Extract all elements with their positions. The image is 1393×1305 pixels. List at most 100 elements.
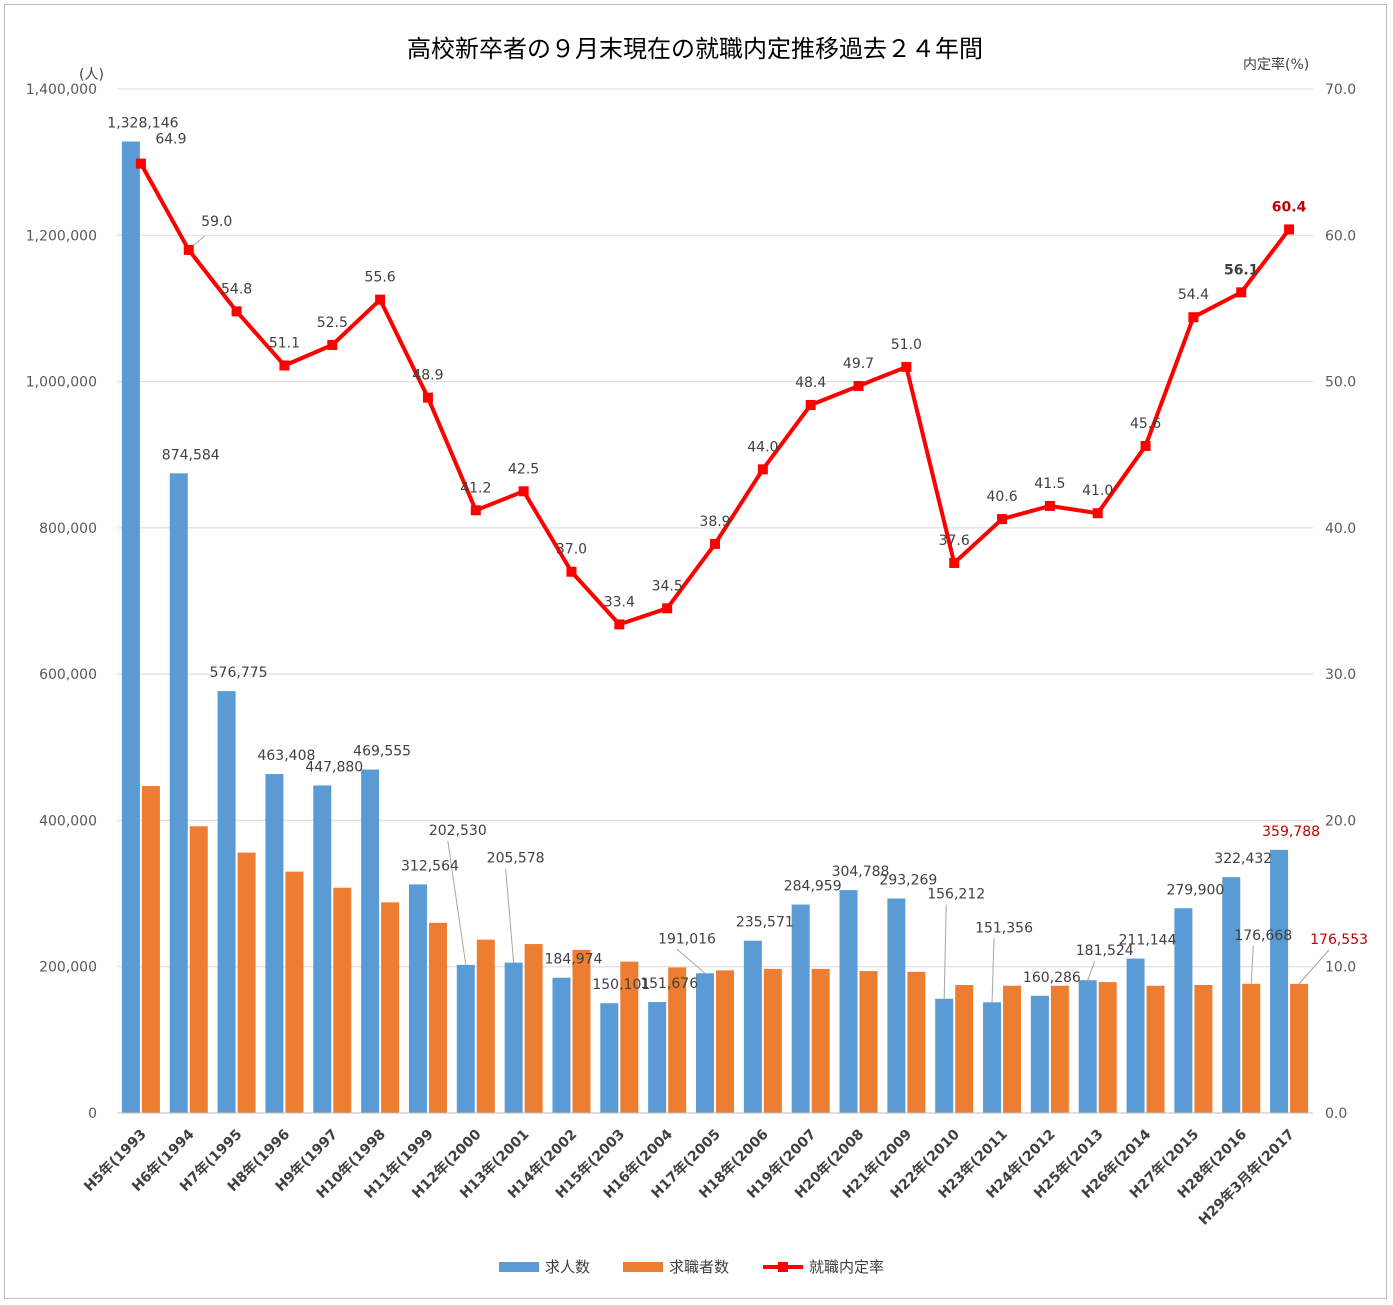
bar-applicants (476, 939, 495, 1113)
rate-data-label: 51.1 (269, 335, 300, 351)
rate-data-label: 37.0 (556, 542, 587, 558)
chart-title: 高校新卒者の９月末現在の就職内定推移過去２４年間 (407, 35, 983, 63)
bar-jobs (1270, 849, 1289, 1113)
bar-applicants (955, 985, 974, 1113)
rate-marker (1284, 224, 1295, 235)
rate-marker (710, 538, 720, 549)
leader-line (676, 948, 706, 974)
bar-applicants (668, 967, 687, 1113)
jobs-data-label: 874,584 (162, 447, 220, 463)
right-tick-label: 70.0 (1325, 82, 1356, 98)
bar-applicants (907, 971, 926, 1113)
line-series (135, 158, 1295, 630)
rate-marker (805, 399, 816, 410)
bar-series (121, 141, 1309, 1113)
bar-applicants (763, 968, 782, 1113)
rate-data-label: 49.7 (843, 356, 874, 372)
rate-data-label: 64.9 (155, 132, 186, 148)
bar-applicants (189, 826, 208, 1113)
right-tick-label: 60.0 (1325, 228, 1356, 244)
leader-line (1298, 949, 1330, 985)
bar-applicants (333, 887, 352, 1113)
rate-data-label: 52.5 (317, 315, 348, 331)
rate-marker (1188, 312, 1199, 323)
rate-marker (279, 360, 290, 371)
rate-data-label: 40.6 (986, 489, 1017, 505)
jobs-data-label: 160,286 (1023, 970, 1081, 986)
bar-jobs (361, 769, 380, 1113)
jobs-data-label: 447,880 (305, 759, 363, 775)
bar-jobs (1222, 877, 1241, 1113)
bar-jobs (1126, 958, 1145, 1113)
left-tick-label: 600,000 (39, 667, 97, 683)
rate-marker (662, 603, 673, 614)
jobs-data-label: 304,788 (832, 864, 890, 880)
left-tick-label: 1,000,000 (26, 375, 97, 391)
bar-applicants (1194, 985, 1213, 1113)
rate-marker (566, 566, 577, 577)
bar-jobs (791, 904, 810, 1113)
bar-jobs (887, 898, 906, 1113)
rate-data-label: 41.5 (1034, 476, 1065, 492)
right-tick-label: 10.0 (1325, 960, 1356, 976)
rate-marker (327, 340, 338, 350)
bar-applicants (572, 949, 591, 1113)
rate-data-label: 42.5 (508, 461, 539, 477)
bar-jobs (983, 1002, 1002, 1113)
jobs-data-label: 211,144 (1119, 933, 1177, 949)
right-tick-label: 30.0 (1325, 667, 1356, 683)
legend-label: 就職内定率 (809, 1258, 884, 1276)
chart-svg: 1,328,146 874,584 576,775 463,408447,880469… (26, 35, 1368, 1276)
jobs-data-label: 202,530 (429, 823, 487, 839)
left-tick-label: 0 (88, 1106, 97, 1122)
rate-marker (997, 514, 1008, 525)
jobs-data-label: 463,408 (257, 748, 315, 764)
rate-data-label: 59.0 (201, 214, 232, 230)
bar-applicants (1003, 985, 1022, 1113)
rate-marker (757, 464, 768, 475)
rate-marker (470, 505, 481, 516)
bar-applicants (1098, 982, 1117, 1113)
rate-data-label: 41.2 (460, 480, 491, 496)
rate-data-label: 54.4 (1178, 287, 1209, 303)
legend-marker (778, 1262, 788, 1272)
bar-jobs (265, 774, 284, 1113)
leader-line (943, 904, 947, 999)
bar-jobs (408, 884, 427, 1113)
rate-marker (901, 361, 912, 372)
rate-marker (1236, 287, 1247, 298)
bar-applicants (716, 970, 734, 1113)
rate-data-label: 55.6 (365, 270, 396, 286)
leader-line (1087, 961, 1096, 981)
bar-jobs (696, 973, 714, 1113)
rate-data-label: 56.1 (1224, 262, 1259, 278)
bar-jobs (1030, 995, 1049, 1113)
legend: 求人数 求職者数 就職内定率 (499, 1258, 884, 1276)
jobs-data-label: 150,101 (592, 977, 650, 993)
leader-line (505, 868, 515, 963)
rate-marker (853, 380, 864, 391)
rate-marker (1140, 440, 1151, 451)
rate-data-label: 37.6 (939, 533, 970, 549)
leader-line (1250, 945, 1254, 984)
rate-marker (1044, 500, 1055, 511)
jobs-data-label: 1,328,146 (107, 116, 178, 132)
jobs-data-label: 205,578 (487, 851, 545, 867)
applicants-data-label: 176,553 (1310, 932, 1368, 948)
leader-lines (190, 235, 1330, 1003)
bar-applicants (620, 961, 639, 1113)
bar-applicants (237, 852, 256, 1113)
rate-data-label: 48.4 (795, 375, 826, 391)
bar-jobs (217, 691, 236, 1113)
bar-applicants (524, 944, 543, 1113)
jobs-data-label: 322,432 (1214, 851, 1272, 867)
jobs-data-label: 156,212 (927, 887, 985, 903)
jobs-data-label: 359,788 (1262, 824, 1320, 840)
jobs-data-label: 235,571 (736, 915, 794, 931)
rate-data-label: 48.9 (412, 368, 443, 384)
bar-jobs (839, 890, 858, 1113)
rate-marker (231, 306, 242, 317)
jobs-data-label: 279,900 (1166, 882, 1224, 898)
data-labels: 1,328,146 874,584 576,775 463,408447,880469… (107, 116, 1368, 994)
rate-marker (422, 392, 433, 403)
